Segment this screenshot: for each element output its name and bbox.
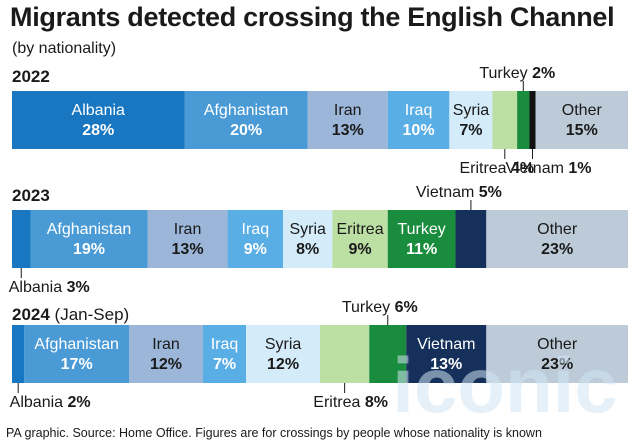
bar-2024-vietnam — [406, 325, 487, 383]
year-label-2024: 2024 (Jan-Sep) — [12, 305, 129, 324]
bar-2024-albania-callout: Albania 2% — [10, 394, 91, 411]
bar-2024-afghanistan-label: Afghanistan — [34, 336, 119, 353]
bar-2023-syria-label: Syria — [289, 221, 326, 238]
bar-2024-iran-label: Iran — [152, 336, 180, 353]
bar-2023-afghanistan-value: 19% — [73, 241, 105, 258]
bar-2022-syria-value: 7% — [459, 122, 482, 139]
bar-2023-iran — [147, 210, 228, 268]
bar-2024-vietnam-label: Vietnam — [417, 336, 475, 353]
bar-2023-eritrea-label: Eritrea — [336, 221, 383, 238]
bar-2023-iraq-label: Iraq — [242, 221, 270, 238]
bar-2023-turkey — [387, 210, 456, 268]
bar-2024-syria-label: Syria — [265, 336, 302, 353]
bar-2023-other-label: Other — [537, 221, 578, 238]
bar-2023-iraq — [227, 210, 284, 268]
watermark-logo: iconic — [392, 341, 617, 429]
bar-2023-other — [486, 210, 628, 268]
bar-2022-albania — [12, 91, 185, 149]
bar-2024-turkey-callout: Turkey 6% — [342, 299, 418, 316]
bar-2024-afghanistan — [24, 325, 130, 383]
bar-2023-iran-label: Iran — [174, 221, 202, 238]
bar-2023-afghanistan — [30, 210, 148, 268]
bar-2023-iraq-value: 9% — [244, 241, 267, 258]
bar-2023-iran-value: 13% — [172, 241, 204, 258]
bar-2024-other-value: 23% — [541, 356, 573, 373]
bar-2024-iran — [129, 325, 203, 383]
year-label-2023: 2023 — [12, 186, 50, 205]
bar-2023-vietnam — [455, 210, 487, 268]
bar-2023-turkey-value: 11% — [406, 241, 437, 258]
bar-2022-iran-label: Iran — [334, 102, 362, 119]
bar-2024-vietnam-value: 13% — [430, 356, 462, 373]
bar-2024-iraq-label: Iraq — [211, 336, 239, 353]
bar-2024-syria — [246, 325, 320, 383]
bar-2022-other-value: 15% — [566, 122, 598, 139]
bar-2024-albania — [12, 325, 25, 383]
bar-2023-syria-value: 8% — [296, 241, 319, 258]
bar-2022-iraq-label: Iraq — [405, 102, 433, 119]
bar-2022-iran-value: 13% — [332, 122, 364, 139]
bar-2022-afghanistan — [184, 91, 308, 149]
year-label-2022: 2022 — [12, 67, 50, 86]
bar-2023-vietnam-callout: Vietnam 5% — [416, 184, 502, 201]
bar-2022-iran — [307, 91, 388, 149]
bar-2023-turkey-label: Turkey — [397, 221, 445, 238]
bar-2022-afghanistan-label: Afghanistan — [204, 102, 289, 119]
bar-2024-turkey — [369, 325, 407, 383]
bar-2022-vietnam — [529, 91, 536, 149]
source-footnote: PA graphic. Source: Home Office. Figures… — [6, 426, 542, 440]
bar-2022-other-label: Other — [562, 102, 603, 119]
bar-2024-iraq — [202, 325, 247, 383]
bar-2023-syria — [283, 210, 333, 268]
page-subtitle: (by nationality) — [12, 40, 117, 57]
bar-2023-albania — [12, 210, 31, 268]
bar-2022-eritrea-callout: Eritrea 4% — [459, 160, 534, 177]
bar-2022-syria-label: Syria — [453, 102, 490, 119]
bar-2022-syria — [449, 91, 493, 149]
bar-2022-iraq-value: 10% — [403, 122, 435, 139]
bar-2024-other-label: Other — [537, 336, 578, 353]
bar-2022-albania-value: 28% — [82, 122, 114, 139]
bar-2023-albania-callout: Albania 3% — [9, 279, 90, 296]
bar-2024-eritrea-callout: Eritrea 8% — [313, 394, 388, 411]
bar-2024-other — [486, 325, 628, 383]
bar-2022-afghanistan-value: 20% — [230, 122, 262, 139]
bar-2022-turkey — [517, 91, 530, 149]
bar-2024-iran-value: 12% — [150, 356, 182, 373]
bar-2023-eritrea-value: 9% — [348, 241, 371, 258]
bar-2023-afghanistan-label: Afghanistan — [47, 221, 132, 238]
bar-2023-other-value: 23% — [541, 241, 573, 258]
bar-2024-iraq-value: 7% — [213, 356, 236, 373]
bar-2022-turkey-callout: Turkey 2% — [479, 65, 555, 82]
bar-2024-eritrea — [320, 325, 370, 383]
page-title: Migrants detected crossing the English C… — [10, 2, 615, 32]
bar-2023-eritrea — [332, 210, 388, 268]
bar-2024-afghanistan-value: 17% — [61, 356, 93, 373]
bar-2022-eritrea — [492, 91, 518, 149]
bar-2022-iraq — [387, 91, 450, 149]
bar-2024-syria-value: 12% — [267, 356, 299, 373]
bar-2022-other — [535, 91, 628, 149]
bar-2022-albania-label: Albania — [72, 102, 125, 119]
bar-2022-vietnam-callout: Vietnam 1% — [506, 160, 592, 177]
